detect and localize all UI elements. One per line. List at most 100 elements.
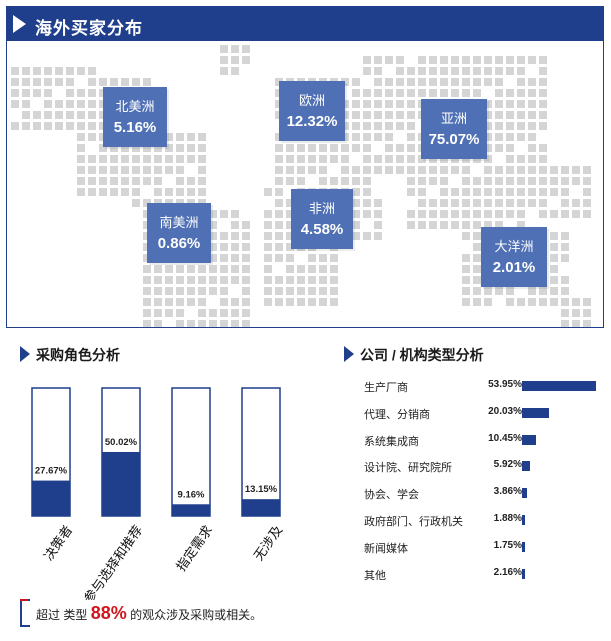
map-dot [242, 265, 250, 273]
map-dot [517, 166, 525, 174]
map-dot [308, 287, 316, 295]
map-dot [396, 111, 404, 119]
map-dot [429, 199, 437, 207]
map-dot [176, 155, 184, 163]
map-dot [385, 78, 393, 86]
map-dot [517, 78, 525, 86]
map-dot [220, 243, 228, 251]
map-dot [231, 265, 239, 273]
map-dot [429, 177, 437, 185]
type-value: 2.16% [493, 566, 522, 578]
map-dot [418, 199, 426, 207]
map-dot [242, 320, 250, 327]
type-label: 生产厂商 [364, 382, 408, 394]
map-dot [451, 199, 459, 207]
map-dot [110, 78, 118, 86]
map-dot [143, 144, 151, 152]
map-dot [539, 210, 547, 218]
map-dot [209, 243, 217, 251]
map-dot [429, 56, 437, 64]
region-name: 南美洲 [159, 215, 199, 230]
map-dot [495, 56, 503, 64]
map-dot [286, 210, 294, 218]
map-dot [154, 287, 162, 295]
map-dot [539, 111, 547, 119]
region-value: 4.58% [300, 221, 344, 238]
map-dot [132, 144, 140, 152]
type-bar [522, 434, 537, 445]
map-dot [132, 155, 140, 163]
map-dot [66, 100, 74, 108]
map-dot [198, 287, 206, 295]
map-dot [374, 89, 382, 97]
map-dot [506, 122, 514, 130]
map-dot [506, 89, 514, 97]
map-dot [275, 254, 283, 262]
map-dot [418, 177, 426, 185]
map-dot [110, 155, 118, 163]
map-dot [506, 56, 514, 64]
map-dot [176, 320, 184, 327]
map-dot [561, 309, 569, 317]
role-bar [172, 504, 210, 516]
map-dot [286, 265, 294, 273]
map-dot [242, 287, 250, 295]
map-dot [352, 188, 360, 196]
map-dot [11, 89, 19, 97]
map-dot [275, 155, 283, 163]
map-dot [528, 111, 536, 119]
map-dot [484, 221, 492, 229]
map-dot [374, 67, 382, 75]
map-dot [363, 133, 371, 141]
map-dot [143, 298, 151, 306]
region-south-america: 南美洲 0.86% [147, 203, 211, 263]
map-dot [363, 100, 371, 108]
map-dot [495, 188, 503, 196]
map-dot [121, 177, 129, 185]
map-dot [11, 100, 19, 108]
map-dot [121, 78, 129, 86]
region-north-america: 北美洲 5.16% [103, 87, 167, 147]
map-dot [363, 56, 371, 64]
map-dot [407, 144, 415, 152]
map-dot [275, 199, 283, 207]
map-dot [374, 155, 382, 163]
map-dot [275, 188, 283, 196]
map-dot [187, 133, 195, 141]
map-dot [374, 199, 382, 207]
map-dot [165, 188, 173, 196]
map-dot [44, 89, 52, 97]
map-dot [561, 287, 569, 295]
footer-note: 超过 类型 88% 的观众涉及采购或相关。 [36, 603, 262, 624]
type-row: 新闻媒体 1.75% [340, 537, 610, 557]
map-dot [572, 298, 580, 306]
map-dot [77, 144, 85, 152]
map-dot [220, 298, 228, 306]
map-dot [374, 111, 382, 119]
map-dot [385, 111, 393, 119]
map-dot [220, 320, 228, 327]
map-dot [165, 265, 173, 273]
map-dot [429, 89, 437, 97]
map-dot [407, 100, 415, 108]
map-dot [319, 287, 327, 295]
map-dot [462, 276, 470, 284]
map-dot [484, 210, 492, 218]
map-dot [440, 67, 448, 75]
map-dot [209, 232, 217, 240]
map-dot [341, 144, 349, 152]
type-value: 5.92% [493, 459, 522, 471]
map-dot [165, 133, 173, 141]
map-dot [451, 210, 459, 218]
region-value: 0.86% [157, 235, 201, 252]
map-dot [319, 166, 327, 174]
map-dot [517, 67, 525, 75]
map-dot [495, 166, 503, 174]
map-dot [539, 67, 547, 75]
map-dot [242, 276, 250, 284]
map-dot [462, 287, 470, 295]
map-dot [242, 232, 250, 240]
map-dot [550, 298, 558, 306]
map-dot [33, 78, 41, 86]
map-dot [264, 188, 272, 196]
